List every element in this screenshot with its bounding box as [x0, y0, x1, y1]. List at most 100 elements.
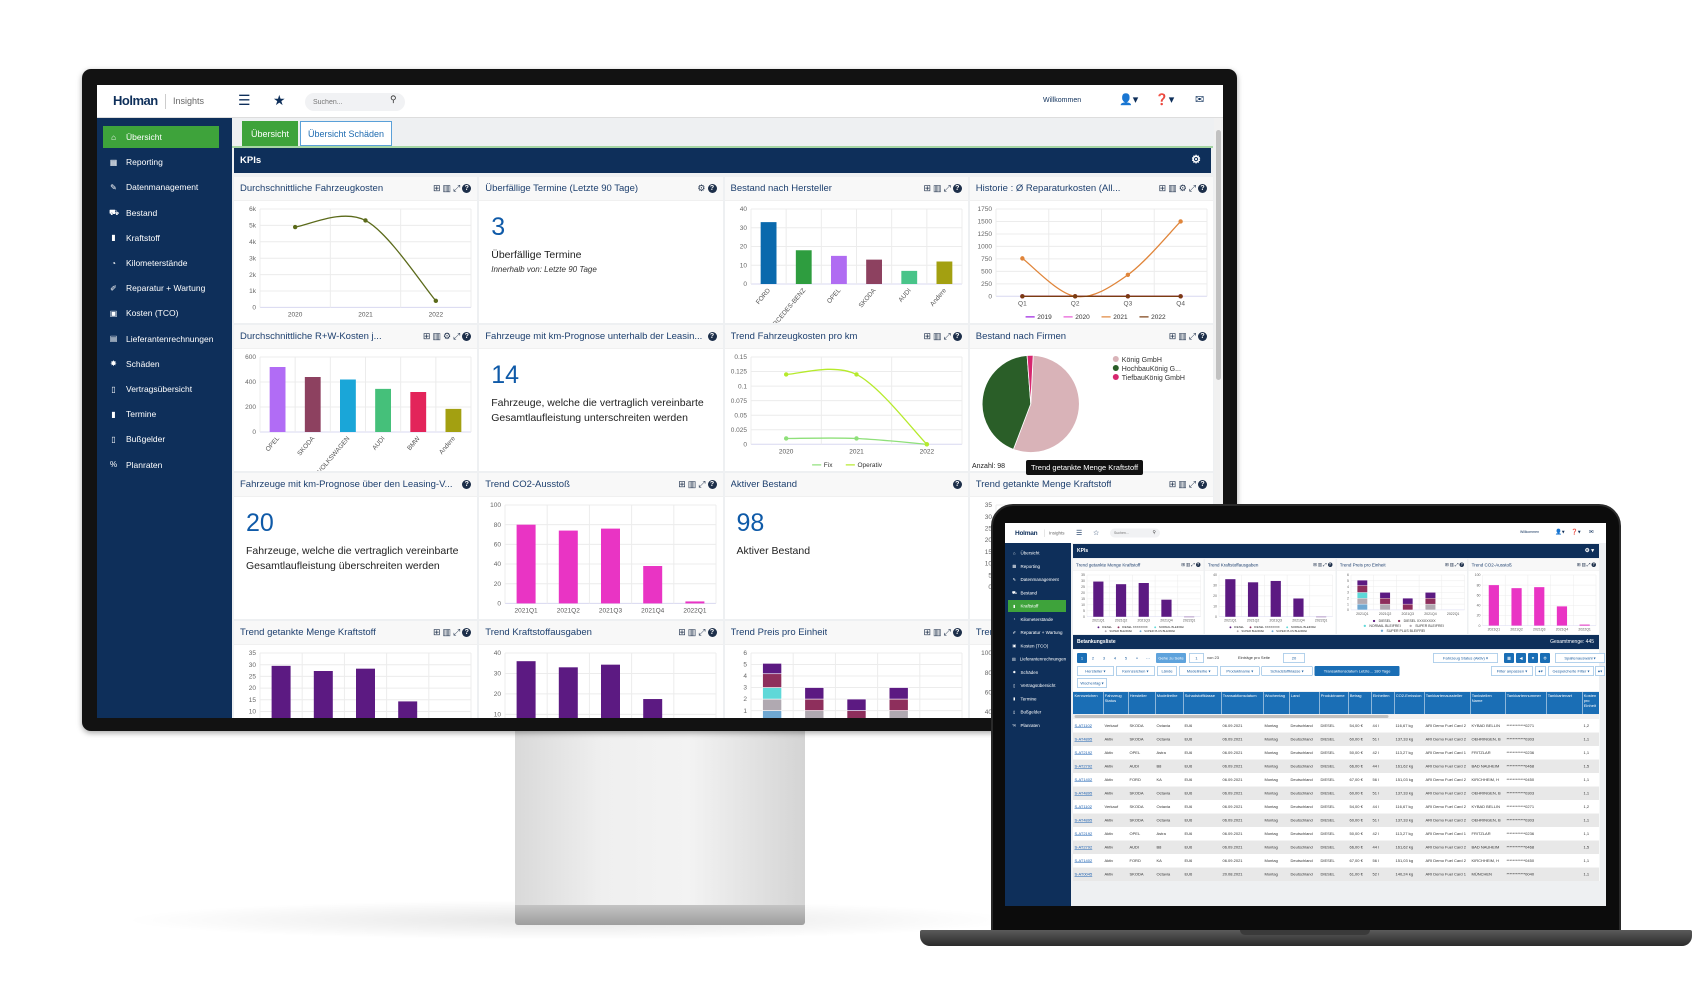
- columns-icon[interactable]: ▥: [442, 183, 452, 193]
- table-icon[interactable]: ⊞: [1158, 183, 1167, 193]
- column-header[interactable]: Kennzeichen: [1073, 692, 1104, 714]
- help-icon[interactable]: ?: [1459, 562, 1465, 567]
- gear-icon[interactable]: ⚙: [1191, 154, 1201, 166]
- columns-icon[interactable]: ▥: [1178, 331, 1187, 341]
- columns-icon[interactable]: ▥: [1581, 562, 1586, 567]
- sidebar-item-reparatur-wartung[interactable]: ✐ Reparatur + Wartung: [1008, 627, 1066, 639]
- table-icon[interactable]: ⊞: [678, 627, 686, 637]
- share-icon[interactable]: ◀: [1516, 653, 1526, 663]
- mail-icon[interactable]: ✉: [1589, 529, 1594, 535]
- sidebar-item-bußgelder[interactable]: ▯ Bußgelder: [1008, 706, 1066, 718]
- columns-icon[interactable]: ▥: [1449, 562, 1455, 567]
- table-icon[interactable]: ⊞: [1576, 562, 1581, 567]
- columns-icon[interactable]: ▥: [1178, 479, 1187, 489]
- gear-icon[interactable]: ⚙ ▾: [1584, 547, 1594, 554]
- search-input[interactable]: [305, 93, 405, 111]
- expand-icon[interactable]: ⤢: [1455, 562, 1459, 567]
- sidebar-item-kraftstoff[interactable]: ▮ Kraftstoff: [103, 227, 219, 249]
- star-icon[interactable]: ★: [273, 92, 286, 108]
- search-input[interactable]: [1110, 528, 1160, 538]
- filter-button[interactable]: Transaktionsdatum Letzte... 180 Tage: [1314, 666, 1400, 676]
- sidebar-item-bußgelder[interactable]: ▯ Bußgelder: [103, 428, 219, 450]
- user-icon[interactable]: 👤▾: [1119, 94, 1139, 106]
- help-icon[interactable]: ❓▾: [1571, 529, 1581, 535]
- help-icon[interactable]: ?: [707, 332, 717, 341]
- page-button[interactable]: »: [1132, 653, 1142, 663]
- page-button[interactable]: 2: [1088, 653, 1098, 663]
- mail-icon[interactable]: ✉: [1195, 94, 1205, 106]
- plate-link[interactable]: S-AT1102: [1074, 804, 1092, 810]
- horizontal-scrollbar[interactable]: [1073, 714, 1599, 719]
- page-button[interactable]: 3: [1099, 653, 1109, 663]
- table-icon[interactable]: ⊞: [1181, 562, 1186, 567]
- help-icon[interactable]: ?: [952, 184, 962, 193]
- expand-icon[interactable]: ⤢: [1188, 479, 1196, 489]
- search-icon[interactable]: ⚲: [1152, 529, 1156, 535]
- table-icon[interactable]: ⊞: [1168, 331, 1177, 341]
- gear-icon[interactable]: ⚙: [442, 331, 452, 341]
- column-header[interactable]: Tankstellen Name: [1470, 692, 1506, 714]
- help-icon[interactable]: ?: [707, 480, 717, 489]
- column-select-button[interactable]: Spaltenauswahl ▾: [1555, 653, 1605, 663]
- expand-icon[interactable]: ⤢: [1586, 562, 1591, 567]
- expand-icon[interactable]: ⤢: [698, 479, 706, 489]
- page-button[interactable]: 4: [1110, 653, 1120, 663]
- expand-icon[interactable]: ⤢: [1191, 562, 1195, 567]
- plate-link[interactable]: S-AT4895: [1073, 732, 1103, 746]
- help-icon[interactable]: ?: [1591, 562, 1596, 567]
- sidebar-item-lieferantenrechnungen[interactable]: ▤ Lieferantenrechnungen: [103, 328, 219, 350]
- settings-icon[interactable]: ⚙: [1540, 653, 1550, 663]
- column-header[interactable]: Modellreihe: [1155, 692, 1184, 714]
- plate-link[interactable]: S-AT2792: [1073, 840, 1103, 854]
- filter-button[interactable]: Kennzeichen ▾: [1115, 666, 1155, 676]
- star-icon[interactable]: ☆: [1093, 528, 1100, 537]
- plate-link[interactable]: S-AT2792: [1073, 759, 1103, 773]
- table-icon[interactable]: ⊞: [432, 183, 441, 193]
- filter-button[interactable]: Modellreihe ▾: [1179, 666, 1219, 676]
- help-icon[interactable]: ?: [1198, 480, 1207, 489]
- column-header[interactable]: Tankkartenart: [1546, 692, 1583, 714]
- plate-link[interactable]: S-AT1402: [1074, 858, 1093, 864]
- column-header[interactable]: Schadstoffklasse: [1183, 692, 1222, 714]
- expand-icon[interactable]: ⤢: [453, 331, 461, 341]
- expand-icon[interactable]: ⤢: [1188, 331, 1196, 341]
- columns-icon[interactable]: ▥: [687, 627, 697, 637]
- page-button[interactable]: 5: [1121, 653, 1131, 663]
- per-page-select[interactable]: 20: [1283, 653, 1305, 663]
- help-icon[interactable]: ?: [1198, 332, 1207, 341]
- column-header[interactable]: Betrag: [1348, 692, 1372, 714]
- plate-link[interactable]: S-AT2192: [1074, 750, 1093, 756]
- table-icon[interactable]: ⊞: [923, 627, 932, 637]
- columns-icon[interactable]: ▥: [1186, 562, 1191, 567]
- column-header[interactable]: Land: [1289, 692, 1320, 714]
- filter-button[interactable]: Lände: [1157, 666, 1177, 676]
- gear-icon[interactable]: ⚙: [697, 183, 706, 193]
- sidebar-item-planraten[interactable]: % Planraten: [1008, 719, 1066, 731]
- column-header[interactable]: CO2-Emission: [1394, 692, 1425, 714]
- sidebar-item-kosten-tco-[interactable]: ▣ Kosten (TCO): [103, 302, 219, 324]
- sidebar-item-übersicht[interactable]: ⌂ Übersicht: [1008, 547, 1066, 559]
- columns-icon[interactable]: ▥: [1168, 183, 1177, 193]
- help-icon[interactable]: ?: [462, 480, 472, 489]
- help-icon[interactable]: ?: [1327, 562, 1333, 567]
- page-button[interactable]: ⋯: [1143, 653, 1153, 663]
- sidebar-item-übersicht[interactable]: ⌂ Übersicht: [103, 126, 219, 148]
- help-icon[interactable]: ?: [707, 628, 717, 637]
- plate-link[interactable]: S-AT0045: [1073, 867, 1103, 881]
- columns-icon[interactable]: ▥: [442, 627, 452, 637]
- grid-icon[interactable]: ▦: [1504, 653, 1514, 663]
- sidebar-item-reparatur-wartung[interactable]: ✐ Reparatur + Wartung: [103, 277, 219, 299]
- column-header[interactable]: Tankkartennummer: [1505, 692, 1547, 714]
- sidebar-item-reporting[interactable]: ▦ Reporting: [1008, 560, 1066, 572]
- column-header[interactable]: Einheiten: [1371, 692, 1395, 714]
- expand-icon[interactable]: ⤢: [943, 183, 951, 193]
- table-icon[interactable]: ⊞: [923, 331, 932, 341]
- sidebar-item-datenmanagement[interactable]: ✎ Datenmanagement: [103, 176, 219, 198]
- column-header[interactable]: Tankkartenaussteller: [1424, 692, 1471, 714]
- sidebar-item-bestand[interactable]: ⛟ Bestand: [1008, 587, 1066, 599]
- expand-icon[interactable]: ⤢: [1188, 183, 1196, 193]
- expand-icon[interactable]: ⤢: [1323, 562, 1327, 567]
- gear-icon[interactable]: ⚙: [1178, 183, 1187, 193]
- filter-button[interactable]: Produktname ▾: [1220, 666, 1260, 676]
- column-header[interactable]: Fahrzeug Status: [1103, 692, 1129, 714]
